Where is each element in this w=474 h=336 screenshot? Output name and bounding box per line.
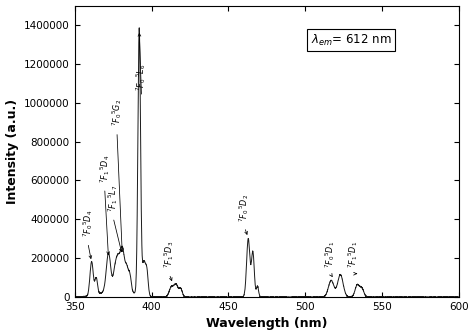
Text: $^7F_0$: $^7F_0$ — [237, 208, 251, 222]
Text: $^5D_1$: $^5D_1$ — [346, 241, 360, 256]
X-axis label: Wavelength (nm): Wavelength (nm) — [206, 318, 328, 330]
Y-axis label: Intensity (a.u.): Intensity (a.u.) — [6, 99, 18, 204]
Text: $^5G_2$: $^5G_2$ — [110, 99, 124, 114]
Text: $^7F_0$: $^7F_0$ — [81, 223, 95, 237]
Text: $^7F_0$: $^7F_0$ — [135, 78, 148, 91]
Text: $^7F_0$: $^7F_0$ — [323, 255, 337, 268]
Text: $^7F_1$: $^7F_1$ — [106, 198, 120, 212]
Text: $^5L_6$: $^5L_6$ — [135, 64, 148, 77]
Text: $^5L_7$: $^5L_7$ — [106, 184, 120, 198]
Text: $^7F_0$: $^7F_0$ — [110, 113, 124, 126]
Text: $^7F_1$: $^7F_1$ — [346, 255, 360, 268]
Text: $^5D_2$: $^5D_2$ — [237, 194, 251, 209]
Text: $^5D_4$: $^5D_4$ — [81, 210, 95, 225]
Text: $^5D_3$: $^5D_3$ — [162, 241, 176, 256]
Text: $^5D_1$: $^5D_1$ — [323, 241, 337, 256]
Text: $\lambda_{em}$= 612 nm: $\lambda_{em}$= 612 nm — [311, 33, 392, 48]
Text: $^5D_4$: $^5D_4$ — [98, 155, 111, 170]
Text: $^7F_1$: $^7F_1$ — [98, 169, 111, 183]
Text: $^7F_1$: $^7F_1$ — [162, 255, 176, 268]
